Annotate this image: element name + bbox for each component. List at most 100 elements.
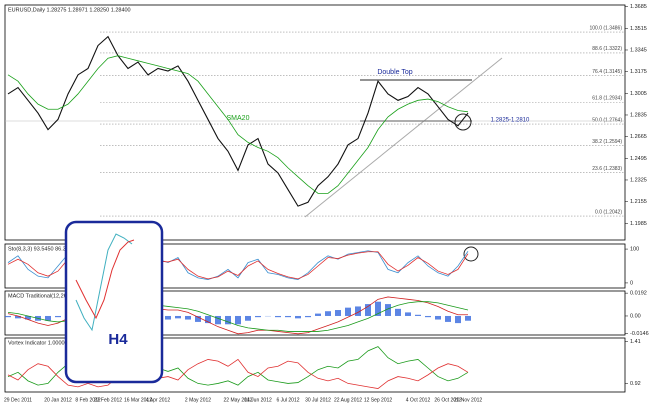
- histogram-bar: [45, 315, 51, 321]
- highlight-circle: [454, 113, 472, 131]
- x-tick-label: 22 May 2012: [224, 397, 253, 403]
- fib-label: 38.2 (1.2594): [592, 139, 622, 145]
- histogram-bar: [385, 304, 391, 316]
- panel-frame: [4, 243, 626, 289]
- fib-label: 88.6 (1.3322): [592, 46, 622, 52]
- x-tick-label: 4 Apr 2012: [146, 397, 170, 403]
- x-tick-label: 20 Jan 2012: [44, 397, 72, 403]
- histogram-bar: [465, 315, 471, 321]
- fib-label: 50.0 (1.2764): [592, 117, 622, 123]
- y-tick-label: 1.3515: [630, 26, 647, 32]
- histogram-bar: [365, 304, 371, 316]
- panel-frame: [4, 290, 626, 336]
- panel-title: Sto(8,3,3) 93.5450 86.3361: [8, 246, 75, 252]
- fib-label: 76.4 (1.3145): [592, 69, 622, 75]
- histogram-bar: [335, 310, 341, 316]
- inset-line: [75, 233, 133, 332]
- panel-title: MACD Traditional(12,26,9): [8, 293, 73, 299]
- annotation: Double Top: [377, 69, 412, 76]
- histogram-bar: [315, 313, 321, 316]
- histogram-bar: [285, 315, 291, 318]
- histogram-bar: [395, 308, 401, 316]
- series-line: [7, 35, 469, 207]
- histogram-bar: [215, 315, 221, 325]
- fib-label: 61.8 (1.2934): [592, 96, 622, 102]
- y-tick-label: 1.2325: [630, 177, 647, 183]
- panel-frame: [4, 4, 626, 241]
- x-tick-label: 29 Dec 2011: [4, 397, 32, 403]
- fib-label: 23.6 (1.2383): [592, 166, 622, 172]
- histogram-bar: [255, 315, 261, 318]
- y-tick-label: -0.0146: [630, 331, 649, 337]
- y-tick-label: 1.3345: [630, 47, 647, 53]
- histogram-bar: [375, 301, 381, 316]
- y-tick-label: 1.2665: [630, 134, 647, 140]
- histogram-bar: [185, 315, 191, 320]
- series-label: SMA20: [227, 115, 250, 122]
- y-tick-label: 1.3175: [630, 69, 647, 75]
- y-tick-label: 0.92: [630, 381, 641, 387]
- series-line: [7, 55, 469, 194]
- highlight-circle: [463, 246, 479, 262]
- histogram-bar: [205, 315, 211, 324]
- x-tick-label: 30 Jul 2012: [305, 397, 331, 403]
- histogram-bar: [175, 315, 181, 319]
- histogram-bar: [195, 315, 201, 322]
- y-tick-label: 100: [630, 247, 639, 253]
- trend-line: [304, 57, 503, 218]
- fib-label: 0.0 (1.2042): [595, 209, 622, 215]
- histogram-bar: [5, 315, 11, 318]
- histogram-bar: [15, 315, 21, 319]
- y-tick-label: 1.2155: [630, 199, 647, 205]
- x-tick-label: 6 Jul 2012: [276, 397, 299, 403]
- series-line: [7, 358, 469, 389]
- histogram-bar: [295, 315, 301, 319]
- inset-box: [64, 220, 164, 384]
- x-tick-label: 26 Oct 2012: [434, 397, 461, 403]
- x-tick-label: 8 Feb 2012: [75, 397, 101, 403]
- y-tick-label: 1.2835: [630, 112, 647, 118]
- histogram-bar: [425, 315, 431, 318]
- y-tick-label: 0: [630, 280, 633, 286]
- inset-label: H4: [108, 331, 128, 348]
- histogram-bar: [445, 315, 451, 322]
- fib-label: 100.0 (1.3486): [589, 25, 622, 31]
- histogram-bar: [165, 315, 171, 320]
- x-tick-label: 20 Nov 2012: [454, 397, 483, 403]
- histogram-bar: [275, 315, 281, 318]
- x-tick-label: 4 Oct 2012: [406, 397, 431, 403]
- panel-title: EURUSD,Daily 1.28275 1.28971 1.28250 1.2…: [8, 7, 131, 13]
- histogram-bar: [235, 315, 241, 325]
- x-tick-label: 23 Feb 2012: [94, 397, 122, 403]
- histogram-bar: [435, 315, 441, 320]
- y-tick-label: 0.00: [630, 313, 641, 319]
- panel-title: Vortex Indicator 1.00000 1.00000: [8, 340, 89, 346]
- x-tick-label: 2 May 2012: [185, 397, 211, 403]
- histogram-bar: [305, 315, 311, 318]
- y-tick-label: 1.41: [630, 339, 641, 345]
- x-tick-label: 14 Jun 2012: [244, 397, 272, 403]
- annotation: 1.2825-1.2810: [491, 118, 530, 124]
- y-tick-label: 1.2495: [630, 156, 647, 162]
- y-tick-label: 1.3685: [630, 4, 647, 10]
- histogram-bar: [325, 311, 331, 316]
- histogram-bar: [55, 315, 61, 318]
- inset-line: [75, 239, 135, 320]
- histogram-bar: [355, 306, 361, 316]
- histogram-bar: [225, 315, 231, 325]
- inset: H4: [64, 220, 164, 384]
- y-tick-label: 0.0192: [630, 291, 647, 297]
- panel-frame: [4, 337, 626, 393]
- histogram-bar: [245, 315, 251, 321]
- x-tick-label: 22 Aug 2012: [334, 397, 362, 403]
- histogram-bar: [455, 315, 461, 324]
- x-tick-label: 16 Mar 2012: [124, 397, 152, 403]
- histogram-bar: [345, 307, 351, 316]
- histogram-bar: [405, 312, 411, 316]
- y-tick-label: 1.3005: [630, 91, 647, 97]
- histogram-bar: [25, 315, 31, 320]
- histogram-bar: [415, 314, 421, 316]
- y-tick-label: 1.1985: [630, 221, 647, 227]
- x-tick-label: 12 Sep 2012: [364, 397, 393, 403]
